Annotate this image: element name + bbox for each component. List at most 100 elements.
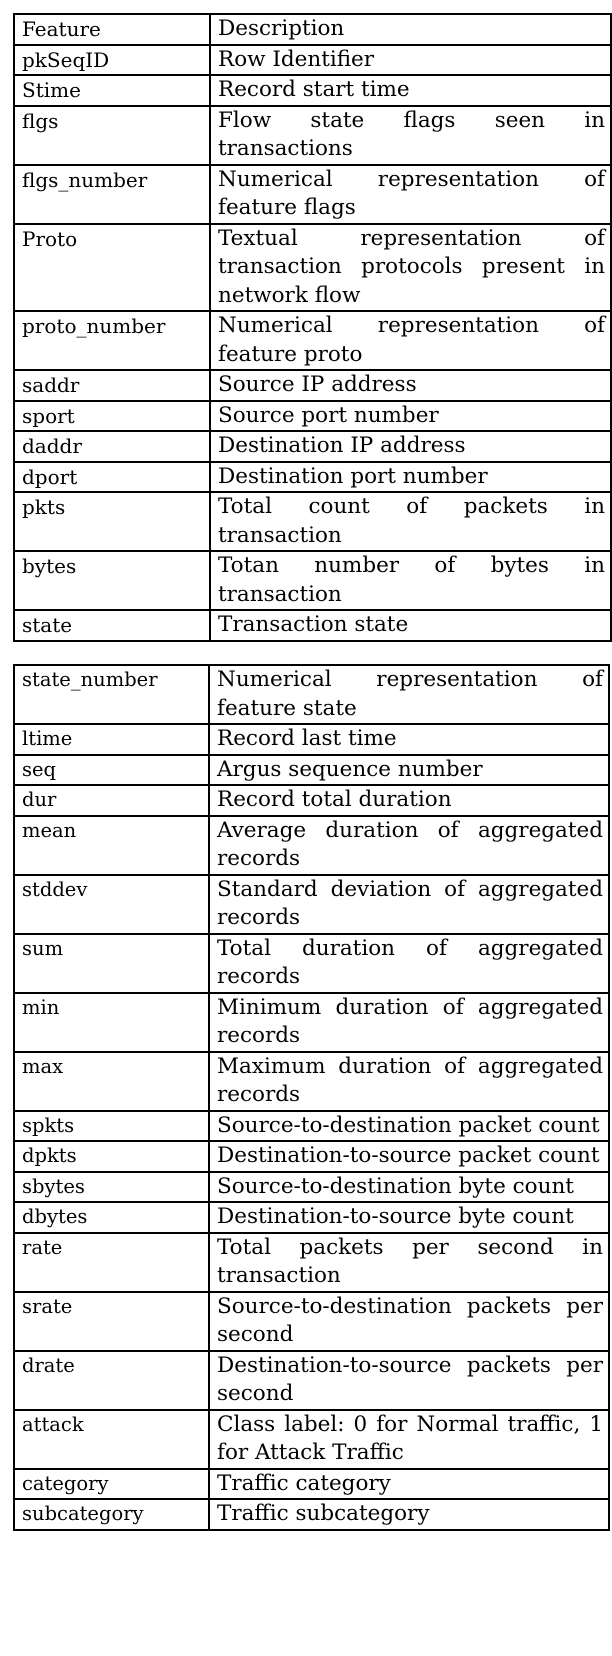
feature-table-part-1: Feature Description pkSeqID Row Identifi…	[13, 13, 612, 642]
table-row: sbytes Source-to-destination byte count	[13, 1170, 610, 1203]
description-cell: Maximum duration of aggregated records	[208, 1050, 610, 1112]
table-header-row: Feature Description	[13, 13, 612, 46]
description-cell: Row Identifier	[209, 43, 612, 76]
table-row: mean Average duration of aggregated reco…	[13, 814, 610, 876]
feature-cell: spkts	[13, 1109, 210, 1142]
feature-cell: drate	[13, 1349, 210, 1411]
table-row: Proto Textual representation of transact…	[13, 222, 612, 312]
description-cell: Numerical representation of feature flag…	[209, 163, 612, 225]
feature-cell: daddr	[13, 430, 211, 463]
description-cell: Textual representation of transaction pr…	[209, 222, 612, 312]
description-cell: Total packets per second in transaction	[208, 1231, 610, 1293]
description-cell: Source port number	[209, 399, 612, 432]
table-row: flgs Flow state flags seen in transactio…	[13, 104, 612, 166]
description-cell: Source-to-destination packets per second	[208, 1290, 610, 1352]
description-cell: Argus sequence number	[208, 753, 610, 786]
feature-cell: attack	[13, 1408, 210, 1470]
description-cell: Destination-to-source packets per second	[208, 1349, 610, 1411]
table-row: sport Source port number	[13, 399, 612, 432]
table-row: spkts Source-to-destination packet count	[13, 1109, 610, 1142]
table-row: state_number Numerical representation of…	[13, 664, 610, 725]
feature-cell: sport	[13, 399, 211, 432]
header-feature: Feature	[13, 13, 211, 46]
description-cell: Destination port number	[209, 460, 612, 493]
table-row: ltime Record last time	[13, 723, 610, 756]
feature-cell: flgs	[13, 104, 211, 166]
feature-cell: bytes	[13, 550, 211, 611]
table-row: bytes Totan number of bytes in transacti…	[13, 550, 612, 611]
feature-cell: saddr	[13, 369, 211, 402]
description-cell: Average duration of aggregated records	[208, 814, 610, 876]
feature-cell: rate	[13, 1231, 210, 1293]
feature-cell: category	[13, 1467, 210, 1500]
description-cell: Transaction state	[209, 609, 612, 642]
table-row: min Minimum duration of aggregated recor…	[13, 991, 610, 1053]
description-cell: Destination IP address	[209, 430, 612, 463]
table-row: drate Destination-to-source packets per …	[13, 1349, 610, 1411]
feature-cell: sum	[13, 932, 210, 994]
table-row: state Transaction state	[13, 609, 612, 642]
description-cell: Class label: 0 for Normal traffic, 1 for…	[208, 1408, 610, 1470]
table-row: daddr Destination IP address	[13, 430, 612, 463]
page-break-gap	[0, 650, 612, 664]
table-row: stddev Standard deviation of aggregated …	[13, 873, 610, 935]
table-row: attack Class label: 0 for Normal traffic…	[13, 1408, 610, 1470]
feature-cell: min	[13, 991, 210, 1053]
feature-cell: state_number	[13, 664, 210, 725]
feature-cell: proto_number	[13, 310, 211, 371]
feature-cell: dport	[13, 460, 211, 493]
feature-cell: stddev	[13, 873, 210, 935]
table-row: srate Source-to-destination packets per …	[13, 1290, 610, 1352]
description-cell: Traffic subcategory	[208, 1498, 610, 1531]
feature-cell: dpkts	[13, 1140, 210, 1173]
description-cell: Standard deviation of aggregated records	[208, 873, 610, 935]
description-cell: Destination-to-source byte count	[208, 1201, 610, 1234]
table-row: flgs_number Numerical representation of …	[13, 163, 612, 225]
feature-cell: seq	[13, 753, 210, 786]
description-cell: Traffic category	[208, 1467, 610, 1500]
feature-cell: ltime	[13, 723, 210, 756]
feature-cell: pkSeqID	[13, 43, 211, 76]
description-cell: Record start time	[209, 74, 612, 107]
table-row: pkSeqID Row Identifier	[13, 43, 612, 76]
table-row: rate Total packets per second in transac…	[13, 1231, 610, 1293]
feature-cell: max	[13, 1050, 210, 1112]
feature-cell: mean	[13, 814, 210, 876]
table-row: sum Total duration of aggregated records	[13, 932, 610, 994]
description-cell: Record last time	[208, 723, 610, 756]
feature-cell: srate	[13, 1290, 210, 1352]
description-cell: Numerical representation of feature stat…	[208, 664, 610, 725]
description-cell: Source-to-destination byte count	[208, 1170, 610, 1203]
header-description: Description	[209, 13, 612, 46]
table-row: max Maximum duration of aggregated recor…	[13, 1050, 610, 1112]
description-cell: Total duration of aggregated records	[208, 932, 610, 994]
description-cell: Record total duration	[208, 784, 610, 817]
description-cell: Source-to-destination packet count	[208, 1109, 610, 1142]
table-row: dur Record total duration	[13, 784, 610, 817]
table-row: dbytes Destination-to-source byte count	[13, 1201, 610, 1234]
description-cell: Minimum duration of aggregated records	[208, 991, 610, 1053]
description-cell: Destination-to-source packet count	[208, 1140, 610, 1173]
table-row: proto_number Numerical representation of…	[13, 310, 612, 371]
table-row: category Traffic category	[13, 1467, 610, 1500]
feature-cell: dur	[13, 784, 210, 817]
table-row: pkts Total count of packets in transacti…	[13, 491, 612, 552]
description-cell: Source IP address	[209, 369, 612, 402]
table-row: dport Destination port number	[13, 460, 612, 493]
description-cell: Total count of packets in transaction	[209, 491, 612, 552]
description-cell: Flow state flags seen in transactions	[209, 104, 612, 166]
table-row: saddr Source IP address	[13, 369, 612, 402]
description-cell: Numerical representation of feature prot…	[209, 310, 612, 371]
feature-cell: dbytes	[13, 1201, 210, 1234]
feature-cell: pkts	[13, 491, 211, 552]
feature-cell: subcategory	[13, 1498, 210, 1531]
feature-cell: state	[13, 609, 211, 642]
feature-cell: flgs_number	[13, 163, 211, 225]
table-row: Stime Record start time	[13, 74, 612, 107]
feature-cell: Proto	[13, 222, 211, 312]
table-row: seq Argus sequence number	[13, 753, 610, 786]
description-cell: Totan number of bytes in transaction	[209, 550, 612, 611]
feature-table-part-2: state_number Numerical representation of…	[13, 664, 610, 1531]
feature-cell: sbytes	[13, 1170, 210, 1203]
feature-cell: Stime	[13, 74, 211, 107]
